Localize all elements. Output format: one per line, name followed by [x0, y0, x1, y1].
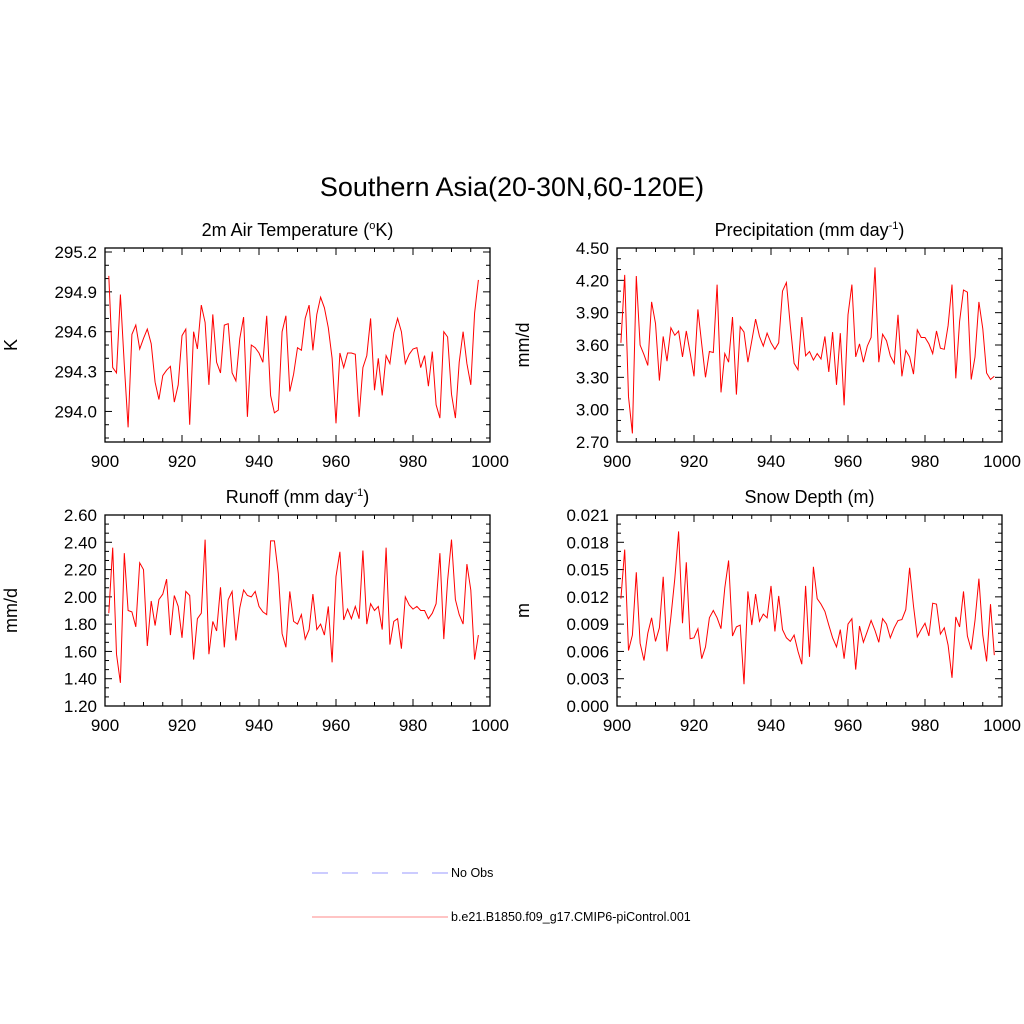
x-tick-label: 900 [603, 452, 631, 471]
x-tick-label: 1000 [983, 452, 1021, 471]
panel-title-text-end: ) [898, 220, 904, 240]
y-tick-label: 0.003 [566, 670, 609, 689]
x-tick-label: 900 [91, 452, 119, 471]
panel-1: 2m Air Temperature (oK) K 900 920 940 960 980 1… [1, 220, 509, 471]
x-tick-label: 940 [757, 452, 785, 471]
x-tick-label: 980 [911, 716, 939, 735]
x-tick-label: 980 [399, 716, 427, 735]
legend-no-obs-label: No Obs [451, 866, 493, 880]
x-tick-label: 920 [680, 452, 708, 471]
y-tick-label: 294.0 [54, 402, 97, 421]
y-tick-label: 0.018 [566, 533, 609, 552]
x-tick-label: 1000 [471, 716, 509, 735]
panel-title-superscript: -1 [889, 220, 899, 232]
panel-2: Precipitation (mm day-1) mm/d 900 920 940 960… [513, 220, 1021, 471]
panel-title: Snow Depth (m) [744, 487, 874, 507]
y-tick-label: 1.60 [64, 642, 97, 661]
y-tick-label: 0.021 [566, 506, 609, 525]
y-axis-label: mm/d [1, 588, 21, 633]
legend: No Obs b.e21.B1850.f09_g17.CMIP6-piContr… [312, 866, 691, 924]
y-tick-label: 0.000 [566, 697, 609, 716]
x-tick-label: 920 [168, 452, 196, 471]
plot-frame [104, 514, 491, 707]
y-tick-label: 4.50 [576, 239, 609, 258]
panel-title-text: Snow Depth (m) [744, 487, 874, 507]
series-line [620, 267, 995, 434]
x-tick-label: 960 [834, 716, 862, 735]
y-tick-label: 1.20 [64, 697, 97, 716]
x-tick-label: 960 [322, 452, 350, 471]
x-tick-label: 980 [911, 452, 939, 471]
y-tick-label: 3.90 [576, 304, 609, 323]
series-line [108, 539, 479, 683]
legend-model-label: b.e21.B1850.f09_g17.CMIP6-piControl.001 [451, 910, 691, 924]
panels: 2m Air Temperature (oK) K 900 920 940 960 980 1… [1, 220, 1021, 735]
series-line [108, 275, 479, 428]
plot-frame [616, 514, 1003, 707]
plot-frame [616, 247, 1003, 443]
y-tick-label: 1.40 [64, 670, 97, 689]
y-tick-label: 2.00 [64, 588, 97, 607]
panel-title-text: 2m Air Temperature ( [202, 220, 370, 240]
panel-3: Runoff (mm day-1) mm/d 900 920 940 960 980 1000… [1, 487, 509, 735]
panel-title-text: Runoff (mm day [226, 487, 354, 507]
y-tick-label: 2.40 [64, 533, 97, 552]
panel-4: Snow Depth (m) m 900 920 940 960 980 1000 0.000 0… [513, 487, 1021, 735]
y-tick-label: 294.3 [54, 363, 97, 382]
y-tick-label: 0.009 [566, 615, 609, 634]
y-tick-label: 0.015 [566, 561, 609, 580]
x-tick-label: 920 [168, 716, 196, 735]
panel-title-text-end: ) [363, 487, 369, 507]
y-tick-label: 2.70 [576, 433, 609, 452]
panel-title: Runoff (mm day-1) [226, 487, 370, 507]
x-tick-label: 940 [757, 716, 785, 735]
y-tick-label: 3.60 [576, 336, 609, 355]
panel-title-superscript: -1 [353, 487, 363, 499]
y-tick-label: 294.9 [54, 283, 97, 302]
y-axis-label: mm/d [513, 323, 533, 368]
y-axis-label: m [513, 603, 533, 618]
y-tick-label: 4.20 [576, 271, 609, 290]
panel-title-text: Precipitation (mm day [715, 220, 889, 240]
plot-frame [104, 247, 491, 443]
x-tick-label: 1000 [471, 452, 509, 471]
x-tick-label: 920 [680, 716, 708, 735]
panel-title-superscript: o [369, 220, 375, 232]
figure-title: Southern Asia(20-30N,60-120E) [320, 172, 704, 202]
x-tick-label: 960 [322, 716, 350, 735]
y-tick-label: 1.80 [64, 615, 97, 634]
x-tick-label: 1000 [983, 716, 1021, 735]
y-tick-label: 295.2 [54, 243, 97, 262]
x-tick-label: 960 [834, 452, 862, 471]
y-tick-label: 0.006 [566, 642, 609, 661]
y-axis-label: K [1, 339, 21, 351]
y-tick-label: 294.6 [54, 323, 97, 342]
panel-title: 2m Air Temperature (oK) [202, 220, 394, 240]
x-tick-label: 940 [245, 452, 273, 471]
y-tick-label: 3.30 [576, 368, 609, 387]
x-tick-label: 980 [399, 452, 427, 471]
panel-title: Precipitation (mm day-1) [715, 220, 905, 240]
panel-title-text-end: K) [375, 220, 393, 240]
x-tick-label: 940 [245, 716, 273, 735]
y-tick-label: 2.60 [64, 506, 97, 525]
x-tick-label: 900 [603, 716, 631, 735]
y-tick-label: 2.20 [64, 561, 97, 580]
series-line [620, 531, 995, 685]
y-tick-label: 3.00 [576, 401, 609, 420]
y-tick-label: 0.012 [566, 588, 609, 607]
x-tick-label: 900 [91, 716, 119, 735]
